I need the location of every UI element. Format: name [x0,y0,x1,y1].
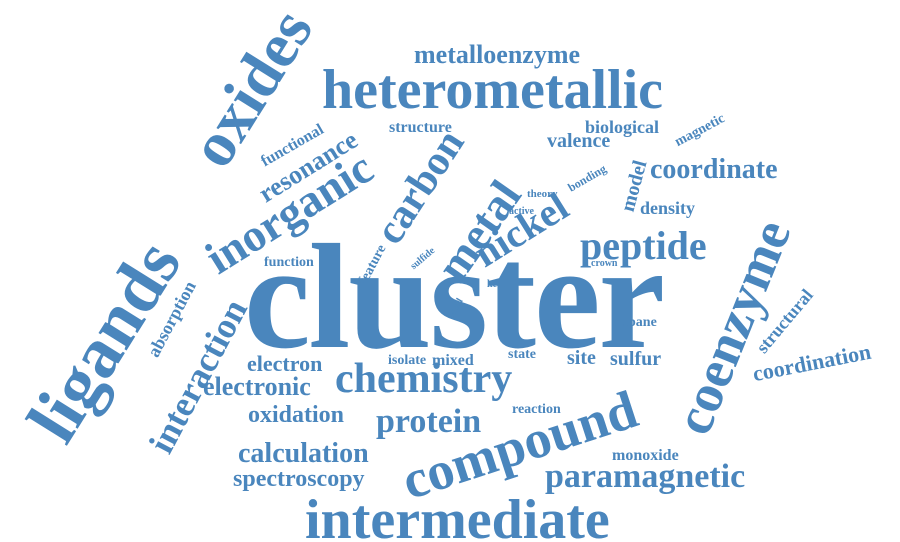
word-paramagnetic: paramagnetic [545,458,746,495]
word-heterometallic: heterometallic [322,59,664,121]
word-electronic: electronic [203,372,311,401]
word-kcal: kcal [487,279,505,290]
word-valence: valence [547,130,611,152]
word-state: state [508,347,536,362]
word-monoxide: monoxide [612,447,679,464]
word-sulfur: sulfur [610,348,662,370]
word-electron: electron [247,351,323,376]
word-oxides: oxides [175,0,327,179]
word-oxidation: oxidation [248,402,345,428]
word-metalloenzyme: metalloenzyme [414,40,581,69]
word-crown: crown [591,258,618,269]
word-magnetic: magnetic [672,111,728,150]
word-site: site [567,347,596,369]
word-isolate: isolate [388,353,427,368]
word-density: density [640,198,696,218]
word-bonding: bonding [565,161,609,195]
word-cubane: cubane [614,315,657,330]
word-theory: theory [527,188,558,200]
word-biological: biological [585,117,660,137]
word-calculation: calculation [238,438,369,469]
word-function: function [264,255,314,270]
word-structure: structure [389,119,452,136]
word-active: active [509,206,534,217]
word-protein: protein [376,403,482,440]
word-reaction: reaction [512,402,561,417]
word-spectroscopy: spectroscopy [233,466,365,492]
word-mixed: mixed [432,352,474,369]
word-cluster: cluster [244,214,665,380]
word-chemistry: chemistry [335,356,513,402]
word-peptide: peptide [580,223,707,268]
word-coordinate: coordinate [650,154,778,185]
word-intermediate: intermediate [305,489,610,542]
